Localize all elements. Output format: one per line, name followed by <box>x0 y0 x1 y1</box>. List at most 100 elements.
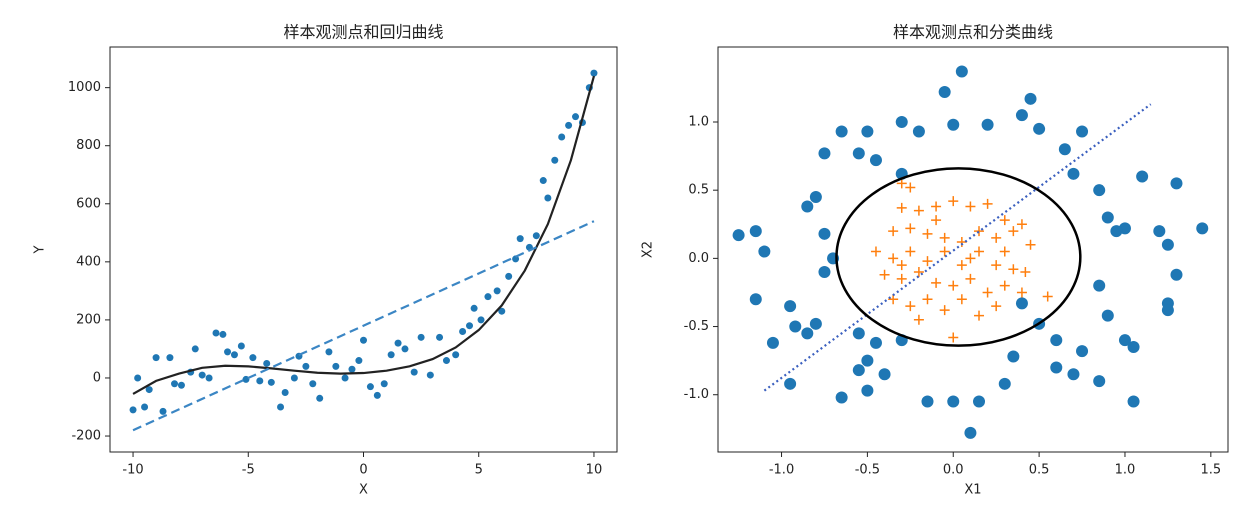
plus-point <box>1016 287 1027 298</box>
plus-point <box>931 277 942 288</box>
scatter-point <box>947 118 960 131</box>
scatter-point <box>835 125 848 138</box>
scatter-point <box>263 359 271 367</box>
scatter-point <box>964 426 977 439</box>
plus-point <box>991 232 1002 243</box>
plus-point <box>965 253 976 264</box>
scatter-point <box>129 406 137 414</box>
x-axis-label: X <box>359 483 368 498</box>
plus-point <box>931 215 942 226</box>
plus-point <box>931 201 942 212</box>
scatter-point <box>852 147 865 160</box>
x-tick-label: 5 <box>475 463 483 478</box>
plot-frame <box>109 46 618 453</box>
scatter-point <box>505 272 513 280</box>
plus-point <box>948 332 959 343</box>
scatter-point <box>921 395 934 408</box>
scatter-point <box>869 154 882 167</box>
scatter-point <box>355 357 363 365</box>
scatter-point <box>1024 92 1037 105</box>
scatter-point <box>366 383 374 391</box>
scatter-point <box>1093 279 1106 292</box>
plus-point <box>1020 267 1031 277</box>
plot-area <box>732 65 1209 439</box>
scatter-point <box>1110 225 1123 238</box>
scatter-point <box>809 191 822 203</box>
plus-point <box>1008 264 1019 275</box>
scatter-point <box>1050 361 1063 374</box>
scatter-point <box>955 65 968 78</box>
scatter-point <box>373 391 381 399</box>
curve <box>132 75 596 395</box>
scatter-point <box>145 386 153 394</box>
scatter-point <box>466 322 474 330</box>
scatter-point <box>558 133 566 141</box>
x-tick-label: 1.0 <box>1115 463 1136 478</box>
scatter-point <box>732 229 745 242</box>
scatter-point <box>565 121 573 129</box>
scatter-point <box>789 320 802 333</box>
plus-point <box>905 182 916 193</box>
decision-boundary <box>835 167 1082 347</box>
plus-point <box>974 310 985 321</box>
scatter-point <box>818 227 831 240</box>
scatter-point <box>1101 309 1114 322</box>
scatter-point <box>1118 334 1131 347</box>
scatter-point <box>267 378 275 386</box>
scatter-point <box>809 317 822 330</box>
scatter-point <box>784 300 797 313</box>
scatter-point <box>198 371 206 379</box>
scatter-point <box>325 348 333 356</box>
x-tick-label: -10 <box>122 463 143 478</box>
y-tick-label: 1.0 <box>688 115 709 130</box>
plus-point <box>896 260 907 271</box>
scatter-point <box>912 125 925 138</box>
plus-point <box>888 253 899 264</box>
scatter-point <box>784 377 797 390</box>
scatter-point <box>1170 177 1183 190</box>
y-tick-label: 200 <box>76 312 101 327</box>
y-tick-label: 0 <box>93 370 101 385</box>
plus-point <box>870 246 881 257</box>
y-tick-label: -1.0 <box>684 387 709 402</box>
plus-point <box>974 246 985 257</box>
scatter-point <box>1015 109 1028 122</box>
scatter-point <box>801 200 814 213</box>
scatter-point <box>205 374 213 382</box>
plus-point <box>965 201 976 212</box>
scatter-point <box>166 354 174 362</box>
scatter-point <box>1153 225 1166 238</box>
scatter-point <box>394 339 402 347</box>
y-axis-label: X2 <box>641 241 656 258</box>
plus-point <box>999 280 1010 291</box>
scatter-point <box>539 177 547 185</box>
plus-point <box>1025 239 1036 250</box>
scatter-point <box>1007 350 1020 363</box>
scatter-point <box>869 336 882 349</box>
scatter-point <box>426 371 434 379</box>
x-tick-label: -1.0 <box>769 463 794 478</box>
scatter-point <box>1050 334 1063 347</box>
plus-point <box>999 246 1010 257</box>
scatter-point <box>159 407 167 415</box>
y-tick-label: 0.0 <box>688 251 709 266</box>
chart-title: 样本观测点和回归曲线 <box>283 23 443 42</box>
plus-point <box>939 246 950 257</box>
scatter-point <box>316 394 324 402</box>
y-tick-label: -200 <box>71 429 101 444</box>
scatter-point <box>758 245 771 258</box>
scatter-point <box>878 368 891 381</box>
scatter-point <box>1076 345 1089 358</box>
scatter-point <box>861 125 874 138</box>
scatter-point <box>1076 125 1089 138</box>
scatter-point <box>801 327 814 340</box>
plus-point <box>999 215 1010 226</box>
x-tick-label: 0.0 <box>943 463 964 478</box>
scatter-point <box>484 293 492 301</box>
scatter-point <box>532 232 540 240</box>
scatter-point <box>290 374 298 382</box>
scatter-point <box>1058 143 1071 156</box>
plus-point <box>913 314 924 325</box>
scatter-point <box>309 380 317 388</box>
